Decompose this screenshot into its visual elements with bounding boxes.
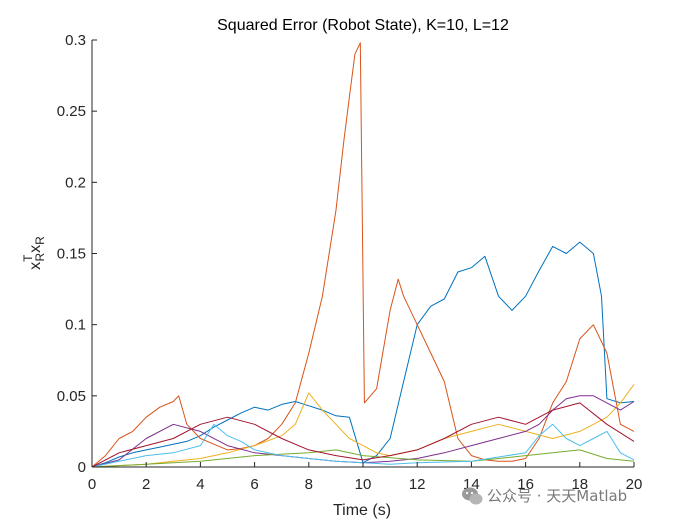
y-axis-label: xTRxR	[21, 236, 47, 270]
x-tick-label: 4	[196, 476, 204, 493]
x-tick-label: 0	[88, 476, 96, 493]
watermark: 公众号 · 天天Matlab	[462, 487, 627, 505]
y-tick-label: 0.15	[57, 246, 86, 263]
x-tick-label: 10	[355, 476, 372, 493]
wechat-icon	[462, 487, 483, 505]
x-tick-label: 6	[250, 476, 258, 493]
y-tick-label: 0.3	[65, 32, 86, 49]
y-label-sub-r2: R	[33, 236, 47, 245]
y-label-x: x	[27, 262, 44, 270]
chart-title: Squared Error (Robot State), K=10, L=12	[217, 17, 509, 34]
y-axis-label-text: xTRxR	[21, 236, 47, 270]
series-line-7	[91, 402, 635, 468]
y-tick-label: 0.1	[65, 317, 86, 334]
series-layer	[91, 42, 635, 468]
x-axis-label: Time (s)	[333, 502, 391, 519]
plot-area: 0 2 4 6 8 10 12 14 16 18 20 00.050.10.150.20.250.3	[57, 32, 643, 493]
watermark-text: 公众号 · 天天Matlab	[487, 487, 627, 505]
y-tick-label: 0.2	[65, 174, 86, 191]
y-tick-label: 0.05	[57, 388, 86, 405]
x-ticks: 0 2 4 6 8 10 12 14 16 18 20	[88, 462, 643, 493]
series-line-4	[91, 395, 635, 468]
y-label-sub-r: R	[33, 253, 47, 262]
y-label-x2: x	[27, 245, 44, 253]
series-line-2	[91, 42, 635, 468]
x-tick-label: 2	[142, 476, 150, 493]
y-label-sup-t: T	[21, 254, 35, 262]
series-line-3	[91, 384, 635, 468]
series-line-5	[91, 449, 635, 468]
y-tick-label: 0.25	[57, 103, 86, 120]
x-tick-label: 18	[571, 476, 588, 493]
x-tick-label: 16	[517, 476, 534, 493]
x-tick-label: 20	[626, 476, 643, 493]
x-tick-label: 8	[305, 476, 313, 493]
y-ticks: 0 0.05 0.1 0.15 0.2 0.25 0.3	[57, 32, 97, 476]
x-tick-label: 12	[409, 476, 426, 493]
y-tick-label: 0	[78, 459, 86, 476]
